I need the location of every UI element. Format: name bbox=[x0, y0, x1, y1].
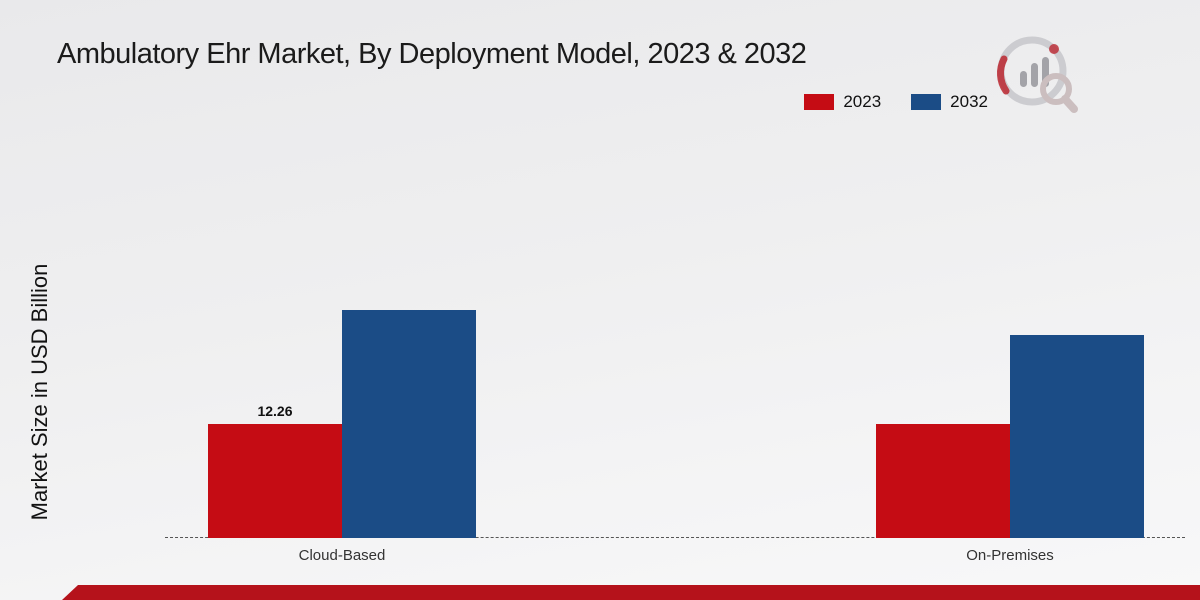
legend-label: 2023 bbox=[843, 92, 882, 111]
category-label: On-Premises bbox=[966, 547, 1054, 564]
footer-accent-band bbox=[62, 585, 1200, 600]
bar-value-label: 12.26 bbox=[257, 403, 293, 419]
legend-item-2032: 2032 bbox=[911, 92, 988, 112]
bar-2032-on-premises bbox=[1010, 335, 1144, 538]
bar-group-on-premises: On-Premises bbox=[876, 335, 1144, 564]
x-axis-baseline bbox=[165, 537, 1185, 538]
legend-label: 2032 bbox=[950, 92, 988, 111]
legend-swatch-icon bbox=[911, 94, 942, 110]
brand-logo-icon bbox=[997, 36, 1078, 113]
chart-title: Ambulatory Ehr Market, By Deployment Mod… bbox=[57, 38, 807, 70]
bar-2032-cloud-based bbox=[342, 310, 476, 538]
category-label: Cloud-Based bbox=[298, 547, 386, 564]
legend: 2023 2032 bbox=[804, 92, 988, 112]
legend-item-2023: 2023 bbox=[804, 92, 881, 112]
bar-2023-cloud-based: 12.26 bbox=[208, 403, 342, 538]
bar-group-cloud-based: 12.26 Cloud-Based bbox=[208, 310, 476, 564]
bar-2023-on-premises bbox=[876, 424, 1010, 538]
plot-area: 12.26 Cloud-Based On-Premises bbox=[165, 100, 1185, 564]
legend-swatch-icon bbox=[804, 94, 835, 110]
y-axis-label: Market Size in USD Billion bbox=[27, 263, 52, 521]
